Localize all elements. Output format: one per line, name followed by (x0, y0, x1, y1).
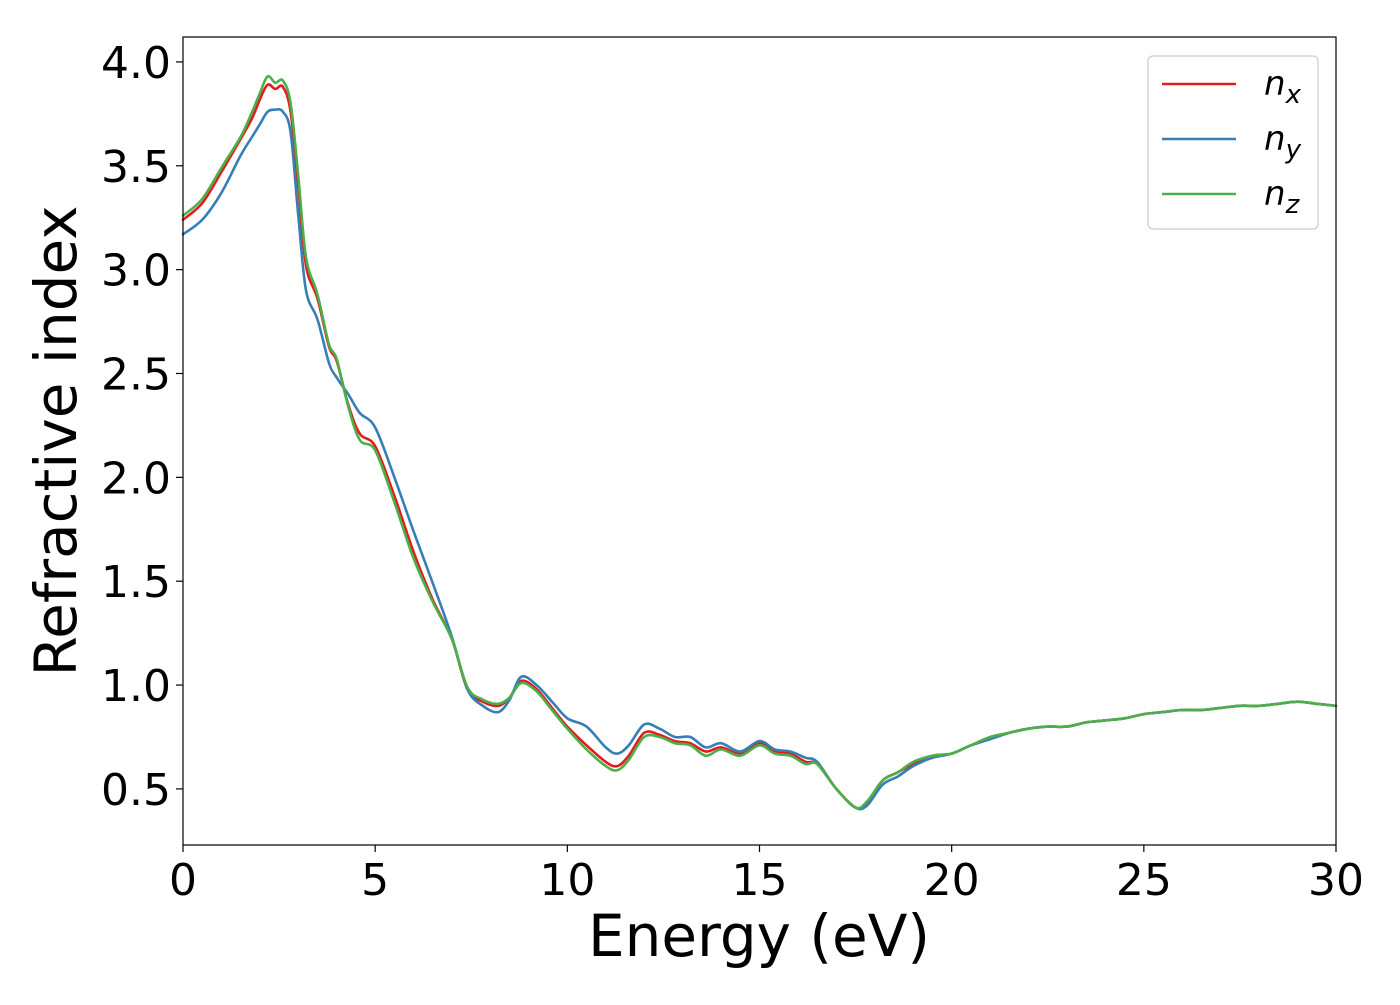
y-tick-label: 3.0 (101, 246, 171, 297)
x-tick-label: 10 (539, 855, 595, 906)
series-layer (181, 74, 1338, 811)
y-axis-ticks: 0.5 1.0 1.5 2.0 2.5 3.0 3.5 4.0 (101, 38, 183, 816)
legend-box (1147, 55, 1319, 230)
y-tick-label: 3.5 (101, 142, 171, 193)
legend-label-x: nx (1264, 64, 1302, 110)
y-tick-label: 1.5 (101, 557, 171, 608)
legend-label-z: nz (1264, 174, 1301, 220)
x-axis-label: Energy (eV) (588, 902, 930, 970)
legend-label-y: ny (1264, 119, 1302, 165)
legend-items: nx ny nz (1162, 64, 1302, 220)
x-tick-label: 20 (924, 855, 980, 906)
y-tick-label: 4.0 (101, 38, 171, 89)
y-tick-label: 2.0 (101, 453, 171, 504)
x-tick-label: 0 (169, 855, 197, 906)
y-tick-label: 2.5 (101, 349, 171, 400)
x-tick-label: 15 (732, 855, 788, 906)
y-tick-label: 0.5 (101, 765, 171, 816)
series-line-z (181, 74, 1338, 810)
y-axis-label: Refractive index (22, 205, 90, 676)
x-tick-label: 25 (1116, 855, 1172, 906)
x-tick-label: 5 (361, 855, 389, 906)
y-tick-label: 1.0 (101, 661, 171, 712)
x-tick-label: 30 (1308, 855, 1364, 906)
x-axis-ticks: 0 5 10 15 20 25 30 (169, 845, 1364, 906)
legend: nx ny nz (1147, 55, 1319, 230)
